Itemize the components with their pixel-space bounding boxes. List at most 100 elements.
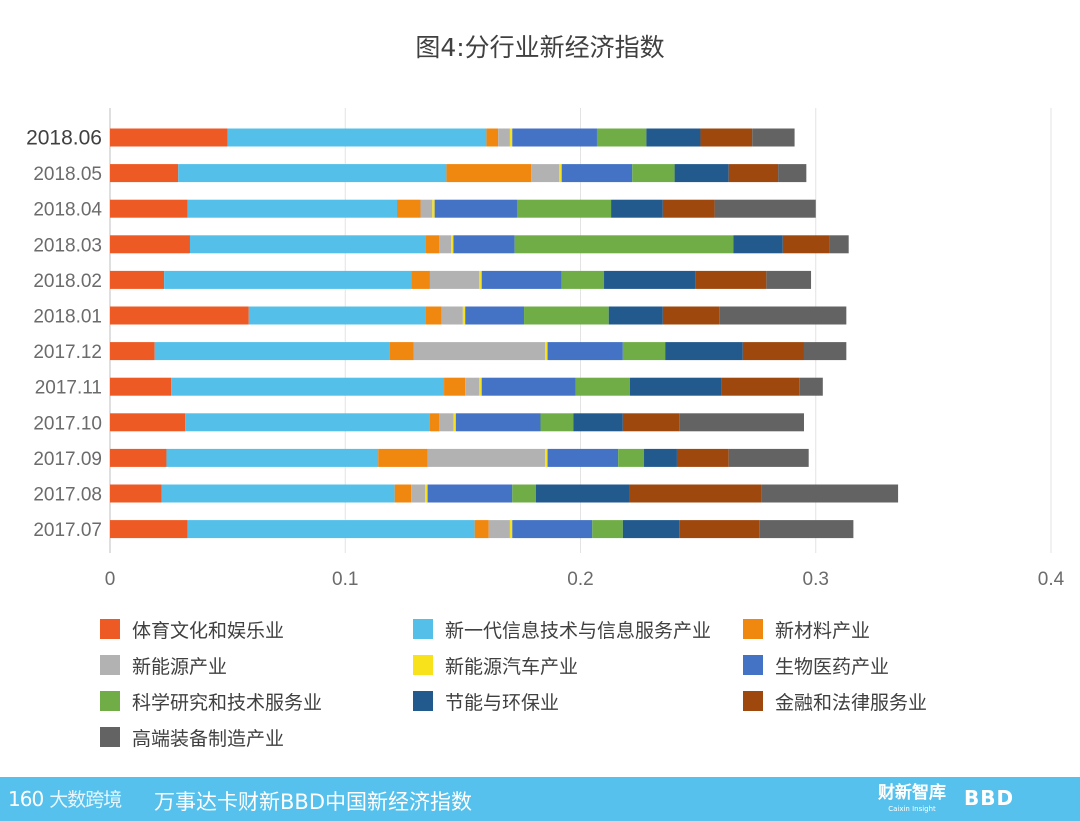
bar-segment <box>509 128 513 147</box>
bar-segment <box>728 448 809 467</box>
footer-logo-cn: 大数跨境 <box>49 789 122 811</box>
bar-segment <box>465 377 480 396</box>
legend-swatch <box>413 691 433 711</box>
footer-logo-left: 160 大数跨境 <box>8 785 122 812</box>
bar-segment <box>154 342 390 361</box>
legend-label: 金融和法律服务业 <box>775 691 928 714</box>
bar-segment <box>481 377 576 396</box>
legend-swatch <box>100 727 120 747</box>
legend-label: 新能源产业 <box>132 655 228 678</box>
bar-segment <box>110 377 172 396</box>
bar-segment <box>516 199 612 218</box>
bar-segment <box>164 270 412 289</box>
bar-segment <box>714 199 816 218</box>
y-tick-label: 2018.06 <box>26 127 102 150</box>
legend-item: 金融和法律服务业 <box>743 686 927 716</box>
bar-segment <box>453 235 515 254</box>
bar-segment <box>545 448 548 467</box>
y-tick-label: 2018.02 <box>33 271 102 292</box>
bar-segment <box>829 235 849 254</box>
bar-segment <box>662 306 720 325</box>
bar-segment <box>434 199 517 218</box>
bar-segment <box>498 128 510 147</box>
bar-segment <box>799 377 823 396</box>
bar-segment <box>759 520 854 539</box>
bar-segment <box>479 270 482 289</box>
bar-segment <box>531 164 560 183</box>
bar-segment <box>110 413 186 432</box>
bar-segment <box>674 164 729 183</box>
legend-item: 新能源汽车产业 <box>413 650 578 680</box>
bar-segment <box>596 128 647 147</box>
bar-segment <box>679 413 804 432</box>
bar-segment <box>803 342 847 361</box>
legend-swatch <box>100 691 120 711</box>
bar-segment <box>429 270 480 289</box>
y-tick-label: 2017.07 <box>33 520 102 541</box>
legend-label: 高端装备制造产业 <box>132 727 285 750</box>
footer-brand-caixin-sub: Caixin Insight <box>888 805 936 813</box>
bar-segment <box>427 484 513 503</box>
bar-segment <box>559 164 562 183</box>
bar-segment <box>110 199 188 218</box>
bar-segment <box>110 342 155 361</box>
bar-segment <box>439 413 454 432</box>
bar-segment <box>439 235 452 254</box>
y-tick-label: 2017.09 <box>33 449 102 470</box>
x-tick-label: 0.2 <box>567 569 593 590</box>
bar-segment <box>429 413 440 432</box>
legend-item: 新一代信息技术与信息服务产业 <box>413 614 711 644</box>
bar-segment <box>425 235 440 254</box>
bar-segment <box>413 342 546 361</box>
bar-segment <box>451 235 454 254</box>
legend-label: 新能源汽车产业 <box>445 655 579 678</box>
bar-segment <box>465 306 525 325</box>
bar-segment <box>622 342 666 361</box>
legend-item: 新能源产业 <box>100 650 227 680</box>
bar-segment <box>644 448 677 467</box>
bar-segment <box>397 199 421 218</box>
bar-segment <box>766 270 812 289</box>
bar-segment <box>420 199 433 218</box>
bar-segment <box>110 448 167 467</box>
bar-segment <box>512 520 593 539</box>
bar-segment <box>679 520 760 539</box>
bar-segment <box>629 484 762 503</box>
bar-segment <box>378 448 428 467</box>
bar-segment <box>189 235 426 254</box>
bar-segment <box>444 377 466 396</box>
bar-segment <box>248 306 426 325</box>
bar-segment <box>547 342 623 361</box>
bar-segment <box>425 484 428 503</box>
legend-label: 新一代信息技术与信息服务产业 <box>445 619 712 642</box>
bar-segment <box>427 448 546 467</box>
bar-segment <box>782 235 830 254</box>
legend-label: 节能与环保业 <box>445 691 560 714</box>
bar-segment <box>604 270 696 289</box>
legend-swatch <box>743 655 763 675</box>
bar-segment <box>646 128 701 147</box>
legend-swatch <box>743 619 763 639</box>
bar-segment <box>629 377 722 396</box>
x-tick-label: 0.1 <box>332 569 358 590</box>
bar-segment <box>166 448 379 467</box>
footer-bar: 160 大数跨境 万事达卡财新BBD中国新经济指数 财新智库 Caixin Ins… <box>0 777 1080 821</box>
legend-label: 体育文化和娱乐业 <box>132 619 285 642</box>
chart-plot: 0 0.1 0.2 0.3 0.4 2018.06 2018.05 2018.04 2018.0… <box>26 108 1065 590</box>
bar-segment <box>110 520 188 539</box>
bar-segment <box>171 377 445 396</box>
bar-segment <box>479 377 482 396</box>
bar-segment <box>474 520 489 539</box>
legend-swatch <box>413 619 433 639</box>
bar-segment <box>161 484 395 503</box>
footer-brand-caixin: 财新智库 Caixin Insight <box>878 785 946 817</box>
bar-segment <box>611 199 663 218</box>
legend-label: 新材料产业 <box>775 619 871 642</box>
legend-swatch <box>100 619 120 639</box>
bar-segment <box>719 306 847 325</box>
bar-segment <box>411 270 430 289</box>
bar-segment <box>742 342 804 361</box>
bar-segment <box>185 413 430 432</box>
bar-segment <box>524 306 609 325</box>
bar-segment <box>608 306 663 325</box>
